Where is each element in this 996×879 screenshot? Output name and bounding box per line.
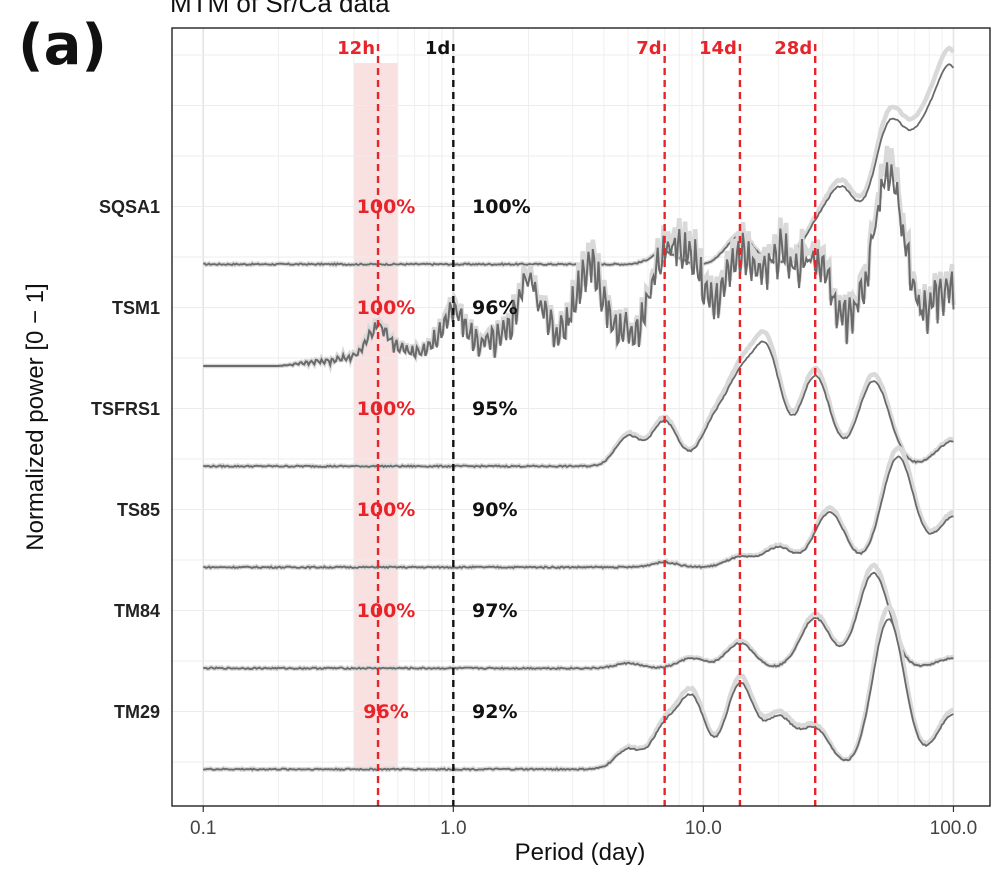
pct-1d-tm84: 97% (472, 600, 517, 622)
pct-12h-tm29: 96% (363, 701, 408, 723)
marker-label-7d: 7d (636, 38, 661, 59)
series-band-tsfrs1 (202, 329, 954, 471)
pct-1d-ts85: 90% (472, 499, 517, 521)
x-tick-label: 0.1 (190, 818, 216, 839)
series-label-tsm1: TSM1 (112, 298, 160, 318)
series-band-tm29 (202, 604, 955, 773)
shaded-band (353, 63, 398, 770)
y-axis-title: Normalized power [0 − 1] (22, 283, 49, 550)
chart-title: MTM of Sr/Ca data (170, 0, 390, 18)
plot-area: SQSA1 100% 100% TSM1 100% 96% TSFRS1 100% 95% TS8… (91, 27, 991, 839)
series-label-tsfrs1: TSFRS1 (91, 399, 160, 419)
marker-label-28d: 28d (774, 38, 812, 59)
series-band-sqsa1 (203, 45, 956, 269)
grid (172, 28, 990, 806)
series-line-ts85 (203, 455, 954, 570)
pct-1d-tsm1: 96% (472, 297, 517, 319)
marker-label-14d: 14d (699, 38, 737, 59)
panel-label: (a) (18, 13, 107, 78)
marker-label-1d: 1d (425, 38, 450, 59)
series-line-tsm1 (203, 162, 955, 369)
series-line-tm29 (202, 618, 954, 772)
x-tick-label: 1.0 (440, 818, 466, 839)
pct-1d-sqsa1: 100% (472, 196, 531, 218)
plot-border (171, 27, 991, 807)
pct-1d-tm29: 92% (472, 701, 517, 723)
series-line-tm84 (203, 571, 954, 671)
pct-1d-tsfrs1: 95% (472, 398, 517, 420)
pct-12h-sqsa1: 100% (357, 196, 416, 218)
series-label-sqsa1: SQSA1 (99, 197, 160, 217)
series-line-tsfrs1 (202, 340, 954, 469)
pct-12h-tm84: 100% (357, 600, 416, 622)
series-label-tm29: TM29 (114, 702, 160, 722)
pct-12h-tsfrs1: 100% (357, 398, 416, 420)
series-line-sqsa1 (203, 63, 955, 267)
pct-12h-ts85: 100% (357, 499, 416, 521)
series-band-tm84 (202, 562, 955, 672)
series-label-tm84: TM84 (114, 601, 160, 621)
series-label-ts85: TS85 (117, 500, 160, 520)
marker-label-12h: 12h (337, 38, 375, 59)
x-axis-title: Period (day) (515, 839, 646, 866)
pct-12h-tsm1: 100% (357, 297, 416, 319)
x-tick-label: 10.0 (685, 818, 722, 839)
x-tick-label: 100.0 (930, 818, 978, 839)
